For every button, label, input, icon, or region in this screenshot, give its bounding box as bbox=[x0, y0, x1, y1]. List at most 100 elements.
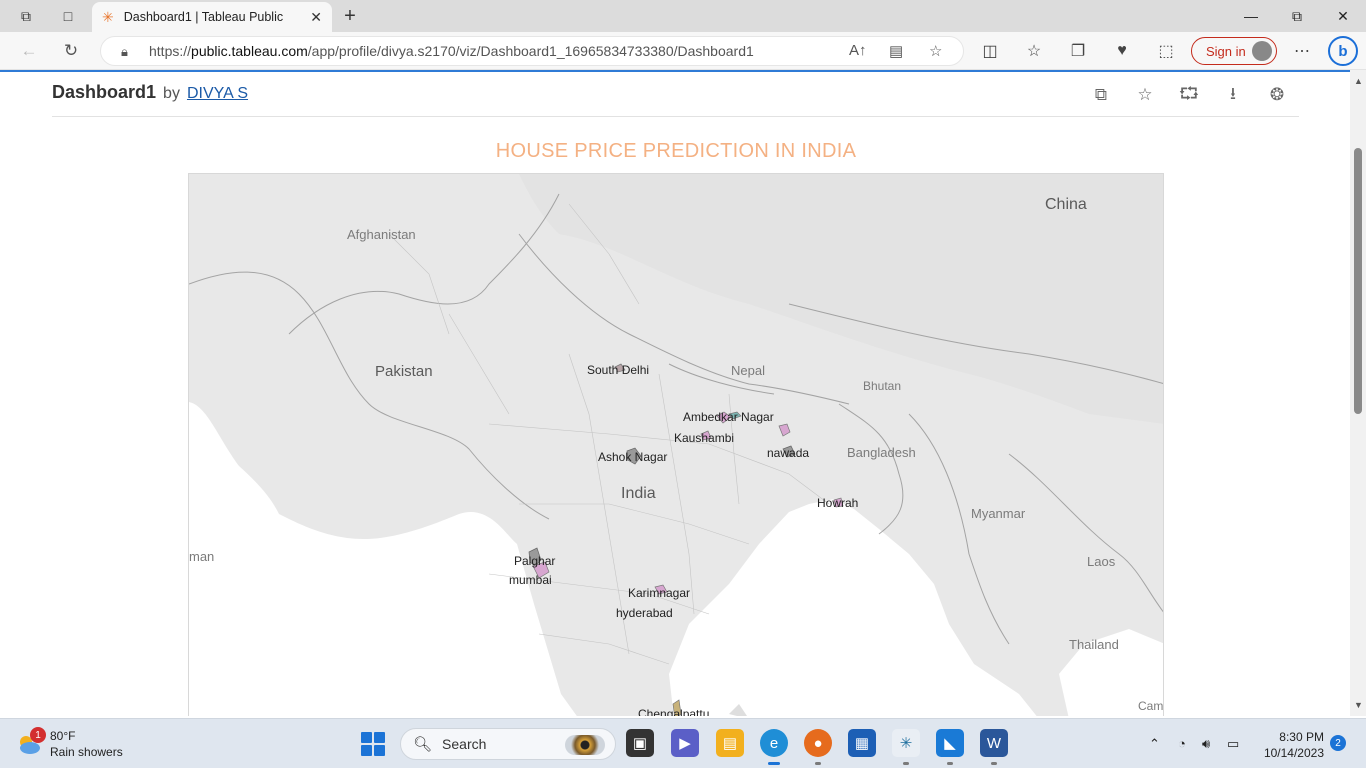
workspaces-icon[interactable]: ⧉ bbox=[21, 7, 31, 24]
label-laos: Laos bbox=[1087, 554, 1116, 569]
region-mumbai[interactable] bbox=[532, 561, 550, 579]
task-view-icon[interactable]: ▣ bbox=[626, 729, 654, 757]
border-china-india bbox=[518, 233, 850, 405]
label-thailand: Thailand bbox=[1069, 637, 1119, 652]
dashboard-title: HOUSE PRICE PREDICTION IN INDIA bbox=[495, 140, 857, 162]
region-howrah[interactable] bbox=[833, 497, 844, 508]
copilot-icon[interactable]: b bbox=[1328, 36, 1358, 66]
region-palghar[interactable] bbox=[528, 547, 542, 567]
photos-icon[interactable]: ◣ bbox=[936, 729, 964, 757]
tableau-favicon-icon: ✳ bbox=[102, 8, 114, 25]
share-icon[interactable]: ⮔ bbox=[1178, 83, 1200, 103]
address-bar[interactable]: 🔒︎ https://public.tableau.com/app/profil… bbox=[100, 36, 964, 66]
scroll-up-arrow-icon[interactable]: ▲ bbox=[1354, 76, 1363, 86]
refresh-button[interactable]: ↻ bbox=[63, 41, 79, 60]
close-tab-icon[interactable]: ✕ bbox=[310, 8, 322, 25]
border-nepal bbox=[668, 363, 775, 395]
sea-east bbox=[1059, 629, 1163, 716]
scrollbar-thumb[interactable] bbox=[1354, 148, 1362, 414]
search-label: Search bbox=[442, 736, 487, 752]
page-scrollbar[interactable]: ▲ ▼ bbox=[1350, 70, 1366, 716]
district-regions bbox=[528, 363, 844, 716]
sri-lanka-shape bbox=[729, 704, 747, 716]
map-svg bbox=[189, 174, 1163, 716]
split-screen-icon[interactable]: ◫ bbox=[982, 43, 998, 60]
border-china-north bbox=[788, 303, 1163, 384]
tableau-app-icon[interactable]: ✳ bbox=[892, 729, 920, 757]
india-district-map[interactable]: China Afghanistan Pakistan Nepal Bhutan … bbox=[188, 173, 1164, 716]
taskbar-search[interactable]: 🔍︎ Search bbox=[400, 728, 616, 760]
favorite-star-icon[interactable]: ☆ bbox=[929, 43, 943, 60]
search-icon: 🔍︎ bbox=[413, 736, 433, 753]
collections-icon[interactable]: ❐ bbox=[1070, 43, 1086, 60]
label-nepal: Nepal bbox=[731, 363, 765, 378]
firefox-icon[interactable]: ● bbox=[804, 729, 832, 757]
region-kaushambi[interactable] bbox=[700, 430, 712, 441]
tab-dashboard1[interactable]: ✳ Dashboard1 | Tableau Public ✕ bbox=[92, 2, 332, 32]
weather-widget[interactable]: 1 80°F Rain showers bbox=[16, 727, 156, 763]
border-pakistan-india bbox=[189, 271, 550, 520]
tab-title: Dashboard1 | Tableau Public bbox=[123, 10, 284, 24]
extensions-icon[interactable]: ⬚ bbox=[1158, 43, 1174, 60]
border-bangladesh bbox=[838, 403, 904, 535]
region-chengalpattu[interactable] bbox=[672, 699, 682, 716]
store-icon[interactable]: ▦ bbox=[848, 729, 876, 757]
show-hidden-icons-icon[interactable]: ⌃ bbox=[1149, 736, 1160, 751]
word-icon[interactable]: W bbox=[980, 729, 1008, 757]
favorites-icon[interactable]: ☆ bbox=[1026, 43, 1042, 60]
tab-actions-icon[interactable]: □ bbox=[63, 8, 73, 24]
back-button[interactable]: ← bbox=[20, 41, 38, 60]
notification-count[interactable]: 2 bbox=[1330, 735, 1346, 751]
start-button[interactable] bbox=[361, 732, 385, 756]
scroll-down-arrow-icon[interactable]: ▼ bbox=[1354, 700, 1363, 710]
country-borders bbox=[189, 193, 1163, 645]
clock[interactable]: 8:30 PM 10/14/2023 bbox=[1258, 729, 1324, 761]
label-district-nawada: nawada bbox=[767, 446, 810, 460]
region-ashok-nagar[interactable] bbox=[626, 447, 642, 465]
label-district-karimnagar: Karimnagar bbox=[628, 586, 691, 600]
region-nawada[interactable] bbox=[782, 445, 796, 458]
close-window-button[interactable]: ✕ bbox=[1337, 7, 1349, 24]
word-indicator bbox=[991, 762, 997, 765]
author-link[interactable]: DIVYA S bbox=[186, 85, 249, 102]
download-icon[interactable]: ⭳ bbox=[1230, 83, 1236, 103]
more-menu-icon[interactable]: ⋯ bbox=[1294, 43, 1310, 60]
favorite-icon[interactable]: ☆ bbox=[1137, 85, 1153, 104]
teams-icon[interactable]: ▶ bbox=[671, 729, 699, 757]
maximize-button[interactable]: ⧉ bbox=[1292, 7, 1302, 24]
new-tab-button[interactable]: + bbox=[344, 4, 356, 27]
url-host: public.tableau.com bbox=[191, 43, 308, 59]
minimize-button[interactable]: — bbox=[1244, 8, 1258, 24]
label-district-ashok-nagar: Ashok Nagar bbox=[598, 450, 668, 464]
label-oman-partial: man bbox=[189, 549, 215, 564]
immersive-reader-icon[interactable]: ▤ bbox=[889, 43, 904, 60]
label-district-kaushambi: Kaushambi bbox=[674, 431, 735, 445]
url-prefix: https:// bbox=[149, 43, 192, 59]
sign-in-button[interactable]: Sign in bbox=[1191, 37, 1277, 65]
browser-essentials-icon[interactable]: ♥ bbox=[1117, 42, 1127, 59]
label-district-ambedkar-nagar: Ambedkar Nagar bbox=[683, 410, 774, 424]
search-highlight-icon bbox=[565, 735, 605, 755]
region-south-delhi[interactable] bbox=[614, 363, 626, 373]
label-afghanistan: Afghanistan bbox=[347, 227, 416, 242]
battery-icon[interactable]: ▭ bbox=[1227, 736, 1240, 751]
label-pakistan: Pakistan bbox=[375, 363, 433, 380]
region-bihar-pink[interactable] bbox=[778, 423, 791, 437]
volume-icon[interactable]: 🔊︎ bbox=[1202, 736, 1211, 751]
sign-in-label: Sign in bbox=[1206, 43, 1246, 59]
wifi-icon[interactable]: ◔ bbox=[1178, 736, 1186, 751]
rain-cloud-icon bbox=[20, 736, 40, 754]
copy-icon[interactable]: ⧉ bbox=[1094, 85, 1108, 104]
tab-strip: ⧉ □ ✳ Dashboard1 | Tableau Public ✕ + — … bbox=[0, 0, 1366, 32]
lock-icon[interactable]: 🔒︎ bbox=[121, 44, 128, 59]
file-explorer-icon[interactable]: ▤ bbox=[716, 729, 744, 757]
edge-icon[interactable]: e bbox=[760, 729, 788, 757]
region-teal[interactable] bbox=[728, 411, 742, 420]
badge-icon[interactable]: ❂ bbox=[1269, 85, 1285, 104]
photos-indicator bbox=[947, 762, 953, 765]
border-afghanistan-pakistan bbox=[288, 193, 560, 335]
read-aloud-icon[interactable]: A↑ bbox=[849, 42, 867, 59]
label-district-hyderabad: hyderabad bbox=[616, 606, 673, 620]
region-karimnagar[interactable] bbox=[654, 584, 668, 595]
loading-line bbox=[0, 70, 1350, 72]
